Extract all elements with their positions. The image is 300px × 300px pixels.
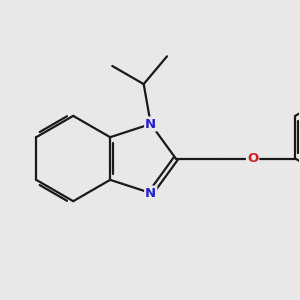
Text: N: N bbox=[145, 187, 156, 200]
Text: O: O bbox=[247, 152, 258, 165]
Text: N: N bbox=[145, 118, 156, 130]
